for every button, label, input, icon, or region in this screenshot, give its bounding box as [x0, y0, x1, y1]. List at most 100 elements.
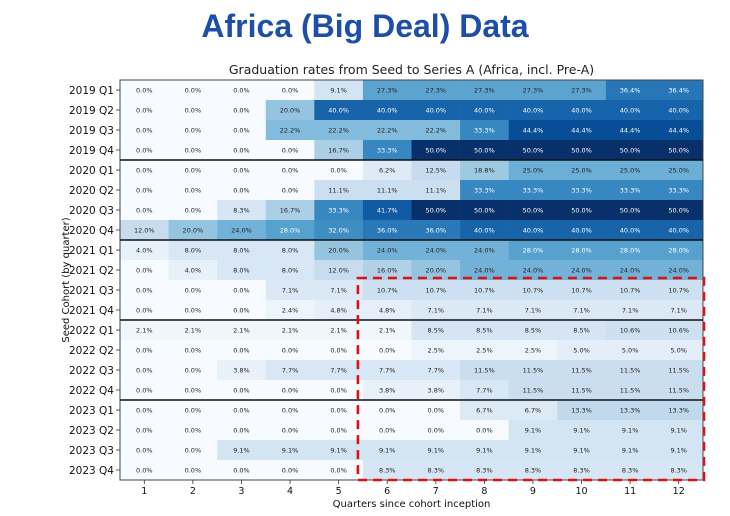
cell-value-label: 10.7%	[377, 287, 398, 295]
y-tick-label: 2023 Q4	[69, 465, 114, 477]
x-tick-label: 5	[336, 486, 342, 497]
cell-value-label: 0.0%	[282, 427, 299, 435]
heatmap-cell	[362, 140, 412, 161]
heatmap-cell	[508, 320, 558, 341]
cell-value-label: 0.0%	[185, 287, 202, 295]
cell-value-label: 50.0%	[571, 147, 592, 155]
cell-value-label: 44.4%	[620, 127, 641, 135]
heatmap-cell	[120, 160, 169, 181]
y-tick-label: 2019 Q3	[69, 125, 114, 137]
cell-value-label: 0.0%	[185, 167, 202, 175]
cell-value-label: 2.1%	[136, 327, 153, 335]
heatmap-cell	[314, 460, 364, 481]
cell-value-label: 8.3%	[476, 467, 493, 475]
cell-value-label: 0.0%	[136, 427, 153, 435]
cell-value-label: 0.0%	[282, 87, 299, 95]
cell-value-label: 7.1%	[622, 307, 639, 315]
heatmap-cell	[168, 260, 218, 281]
heatmap-cell	[120, 140, 169, 161]
cell-value-label: 9.1%	[330, 87, 347, 95]
cell-value-label: 9.1%	[670, 447, 687, 455]
cell-value-label: 11.1%	[377, 187, 398, 195]
cell-value-label: 0.0%	[185, 387, 202, 395]
heatmap-cell	[168, 320, 218, 341]
heatmap-cell	[654, 180, 704, 201]
cell-value-label: 0.0%	[185, 127, 202, 135]
cell-value-label: 18.8%	[474, 167, 495, 175]
heatmap-cell	[265, 80, 315, 101]
cell-value-label: 4.0%	[185, 267, 202, 275]
cell-value-label: 40.0%	[571, 227, 592, 235]
heatmap-cell	[265, 440, 315, 461]
heatmap-cell	[362, 400, 412, 421]
heatmap-cell	[460, 200, 509, 221]
heatmap-cell	[265, 460, 315, 481]
heatmap-cell	[217, 180, 267, 201]
heatmap-cell	[411, 280, 461, 301]
cell-value-label: 0.0%	[233, 87, 250, 95]
heatmap-cell	[362, 440, 412, 461]
cell-value-label: 20.0%	[328, 247, 349, 255]
cell-value-label: 0.0%	[282, 467, 299, 475]
cell-value-label: 11.5%	[620, 367, 641, 375]
cell-value-label: 22.2%	[280, 127, 301, 135]
cell-value-label: 9.1%	[233, 447, 250, 455]
cell-value-label: 7.1%	[573, 307, 590, 315]
cell-value-label: 28.0%	[280, 227, 301, 235]
cell-value-label: 9.1%	[573, 427, 590, 435]
cell-value-label: 0.0%	[233, 347, 250, 355]
cell-value-label: 12.0%	[328, 267, 349, 275]
heatmap-cell	[314, 200, 364, 221]
heatmap-cell	[605, 260, 655, 281]
heatmap-cell	[605, 200, 655, 221]
cell-value-label: 33.3%	[328, 207, 349, 215]
x-tick-label: 7	[433, 486, 439, 497]
cell-value-label: 9.1%	[379, 447, 396, 455]
heatmap-cell	[460, 420, 509, 441]
cell-value-label: 8.5%	[476, 327, 493, 335]
heatmap-cell	[654, 200, 704, 221]
cell-value-label: 0.0%	[136, 267, 153, 275]
heatmap-cell	[605, 280, 655, 301]
heatmap-cell	[120, 360, 169, 381]
cell-value-label: 33.3%	[620, 187, 641, 195]
cell-value-label: 22.2%	[377, 127, 398, 135]
heatmap-cell	[217, 140, 267, 161]
cell-value-label: 0.0%	[233, 127, 250, 135]
heatmap-cell	[314, 280, 364, 301]
heatmap-cell	[168, 220, 218, 241]
cell-value-label: 7.1%	[476, 307, 493, 315]
cell-value-label: 24.0%	[523, 267, 544, 275]
highlight-box	[356, 276, 706, 482]
y-tick-label: 2022 Q1	[69, 325, 114, 337]
heatmap-cell	[508, 120, 558, 141]
heatmap-cell	[265, 280, 315, 301]
x-axis-label: Quarters since cohort inception	[333, 499, 491, 510]
heatmap-cell	[654, 460, 704, 481]
cell-value-label: 0.0%	[379, 407, 396, 415]
cell-value-label: 0.0%	[136, 287, 153, 295]
cell-value-label: 50.0%	[571, 207, 592, 215]
heatmap-cell	[654, 440, 704, 461]
heatmap-cell	[460, 360, 509, 381]
cell-value-label: 0.0%	[136, 127, 153, 135]
cell-value-label: 0.0%	[136, 87, 153, 95]
heatmap-cell	[362, 360, 412, 381]
cell-value-label: 40.0%	[620, 227, 641, 235]
heatmap-cell	[605, 120, 655, 141]
cell-value-label: 28.0%	[620, 247, 641, 255]
cell-value-label: 7.7%	[282, 367, 299, 375]
cell-value-label: 40.0%	[474, 227, 495, 235]
cell-value-label: 40.0%	[377, 107, 398, 115]
cell-value-label: 40.0%	[328, 107, 349, 115]
heatmap-cell	[508, 240, 558, 261]
heatmap-cell	[265, 220, 315, 241]
heatmap-cell	[362, 160, 412, 181]
cell-value-label: 11.5%	[668, 367, 689, 375]
cell-value-label: 9.1%	[670, 427, 687, 435]
cell-value-label: 8.5%	[573, 327, 590, 335]
heatmap-cell	[217, 380, 267, 401]
heatmap-cell	[411, 120, 461, 141]
cell-value-label: 0.0%	[185, 87, 202, 95]
heatmap-cell	[362, 100, 412, 121]
